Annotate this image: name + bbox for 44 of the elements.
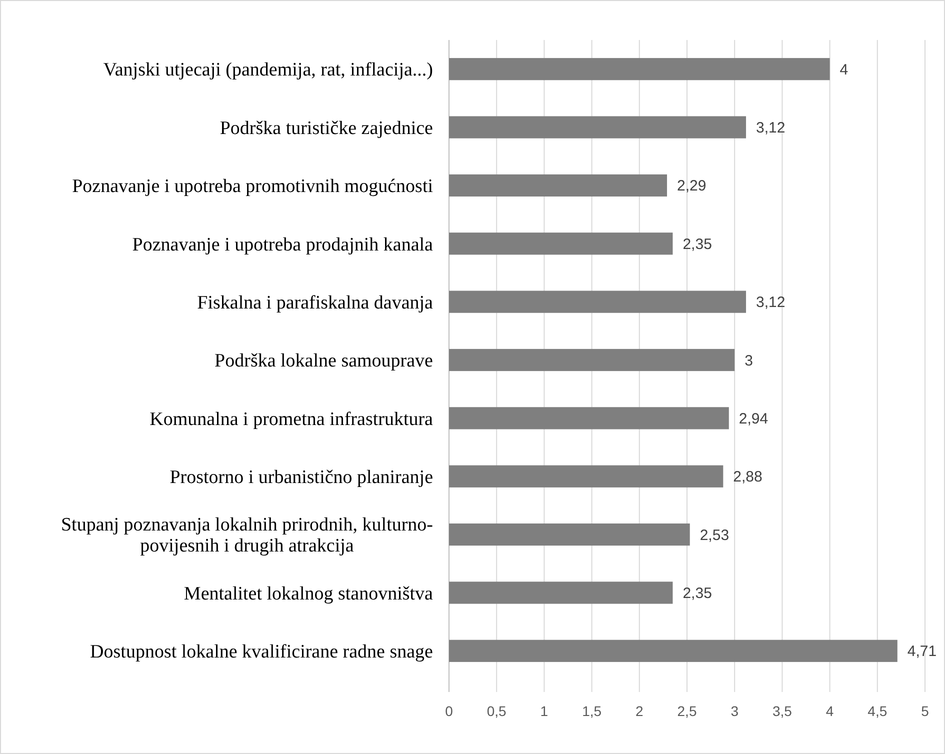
x-tick-label: 0 — [445, 703, 454, 719]
data-label: 3 — [744, 352, 753, 370]
bar — [449, 640, 898, 662]
y-tick-label: Stupanj poznavanja lokalnih prirodnih, kulturno-povijesnih i drugih atrakcija — [60, 514, 433, 557]
y-tick-label: Poznavanje i upotreba prodajnih kanala — [132, 234, 434, 256]
x-tick-label: 2 — [636, 703, 644, 719]
y-tick-label: Prostorno i urbanistično planiranje — [170, 467, 433, 488]
bar — [449, 174, 668, 197]
bar — [449, 58, 830, 80]
y-tick-label: Podrška turističke zajednice — [220, 118, 433, 139]
data-label: 3,12 — [756, 294, 786, 312]
x-tick-label: 2,5 — [677, 703, 697, 719]
data-label: 2,35 — [682, 236, 712, 253]
bar — [449, 465, 724, 488]
bar — [449, 407, 729, 430]
y-tick-label: Dostupnost lokalne kvalificirane radne snage — [90, 642, 433, 663]
y-tick-label: Poznavanje i upotreba promotivnih mogućnosti — [72, 176, 433, 198]
y-tick-label: Vanjski utjecaji (pandemija, rat, inflacija...) — [103, 60, 433, 81]
y-tick-label: Komunalna i prometna infrastruktura — [150, 408, 434, 430]
bar — [449, 232, 673, 255]
y-tick-label: Fiskalna i parafiskalna davanja — [197, 292, 434, 314]
data-label: 4,71 — [907, 643, 937, 660]
bar — [449, 523, 690, 546]
x-tick-label: 4,5 — [868, 703, 888, 719]
y-tick-label: Podrška lokalne samouprave — [214, 350, 433, 372]
bar — [449, 348, 735, 372]
x-tick-label: 3,5 — [772, 703, 792, 719]
data-label: 3,12 — [756, 120, 786, 137]
x-tick-label: 1,5 — [582, 703, 602, 719]
x-tick-label: 1 — [540, 703, 548, 719]
bar — [449, 582, 673, 604]
data-label: 2,88 — [733, 468, 762, 486]
data-label: 2,53 — [700, 526, 730, 544]
data-label: 4 — [840, 61, 848, 78]
data-label: 2,94 — [738, 410, 768, 428]
x-tick-label: 5 — [921, 703, 930, 719]
y-tick-label: Mentalitet lokalnog stanovništva — [184, 583, 434, 604]
x-tick-label: 4 — [826, 703, 834, 719]
x-tick-label: 0,5 — [486, 703, 507, 719]
data-label: 2,29 — [677, 178, 706, 195]
data-label: 2,35 — [682, 584, 712, 602]
bar — [449, 290, 746, 313]
bar — [449, 116, 746, 138]
x-tick-label: 3 — [730, 703, 739, 719]
